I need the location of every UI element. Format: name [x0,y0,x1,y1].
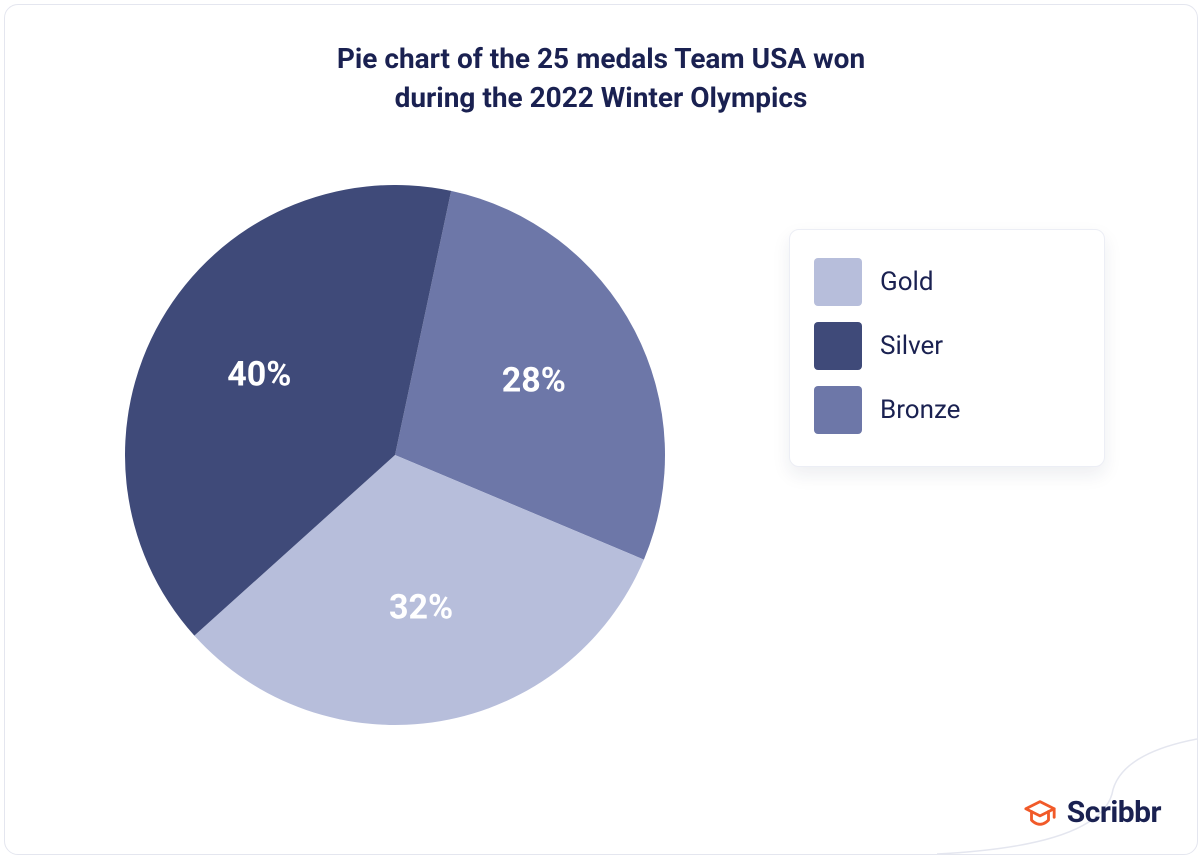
pie-svg: 28% 32% 40% [125,185,665,725]
brand: Scribbr [1023,795,1161,830]
legend-label-bronze: Bronze [880,395,960,425]
legend-item-bronze: Bronze [814,378,1080,442]
legend: Gold Silver Bronze [789,229,1105,467]
pie-label-bronze: 28% [502,360,566,400]
legend-swatch-bronze [814,386,862,434]
legend-item-gold: Gold [814,250,1080,314]
legend-label-silver: Silver [880,331,943,361]
legend-label-gold: Gold [880,267,934,297]
legend-swatch-gold [814,258,862,306]
corner-fold [937,734,1197,854]
legend-swatch-silver [814,322,862,370]
chart-title-line2: during the 2022 Winter Olympics [5,78,1197,117]
pie-label-gold: 32% [389,587,453,627]
legend-item-silver: Silver [814,314,1080,378]
chart-title: Pie chart of the 25 medals Team USA won … [5,39,1197,117]
pie-label-silver: 40% [227,355,291,395]
brand-icon [1023,796,1057,830]
brand-name: Scribbr [1067,795,1161,830]
chart-card: Pie chart of the 25 medals Team USA won … [4,4,1198,855]
chart-title-line1: Pie chart of the 25 medals Team USA won [5,39,1197,78]
pie-chart: 28% 32% 40% [125,185,665,729]
